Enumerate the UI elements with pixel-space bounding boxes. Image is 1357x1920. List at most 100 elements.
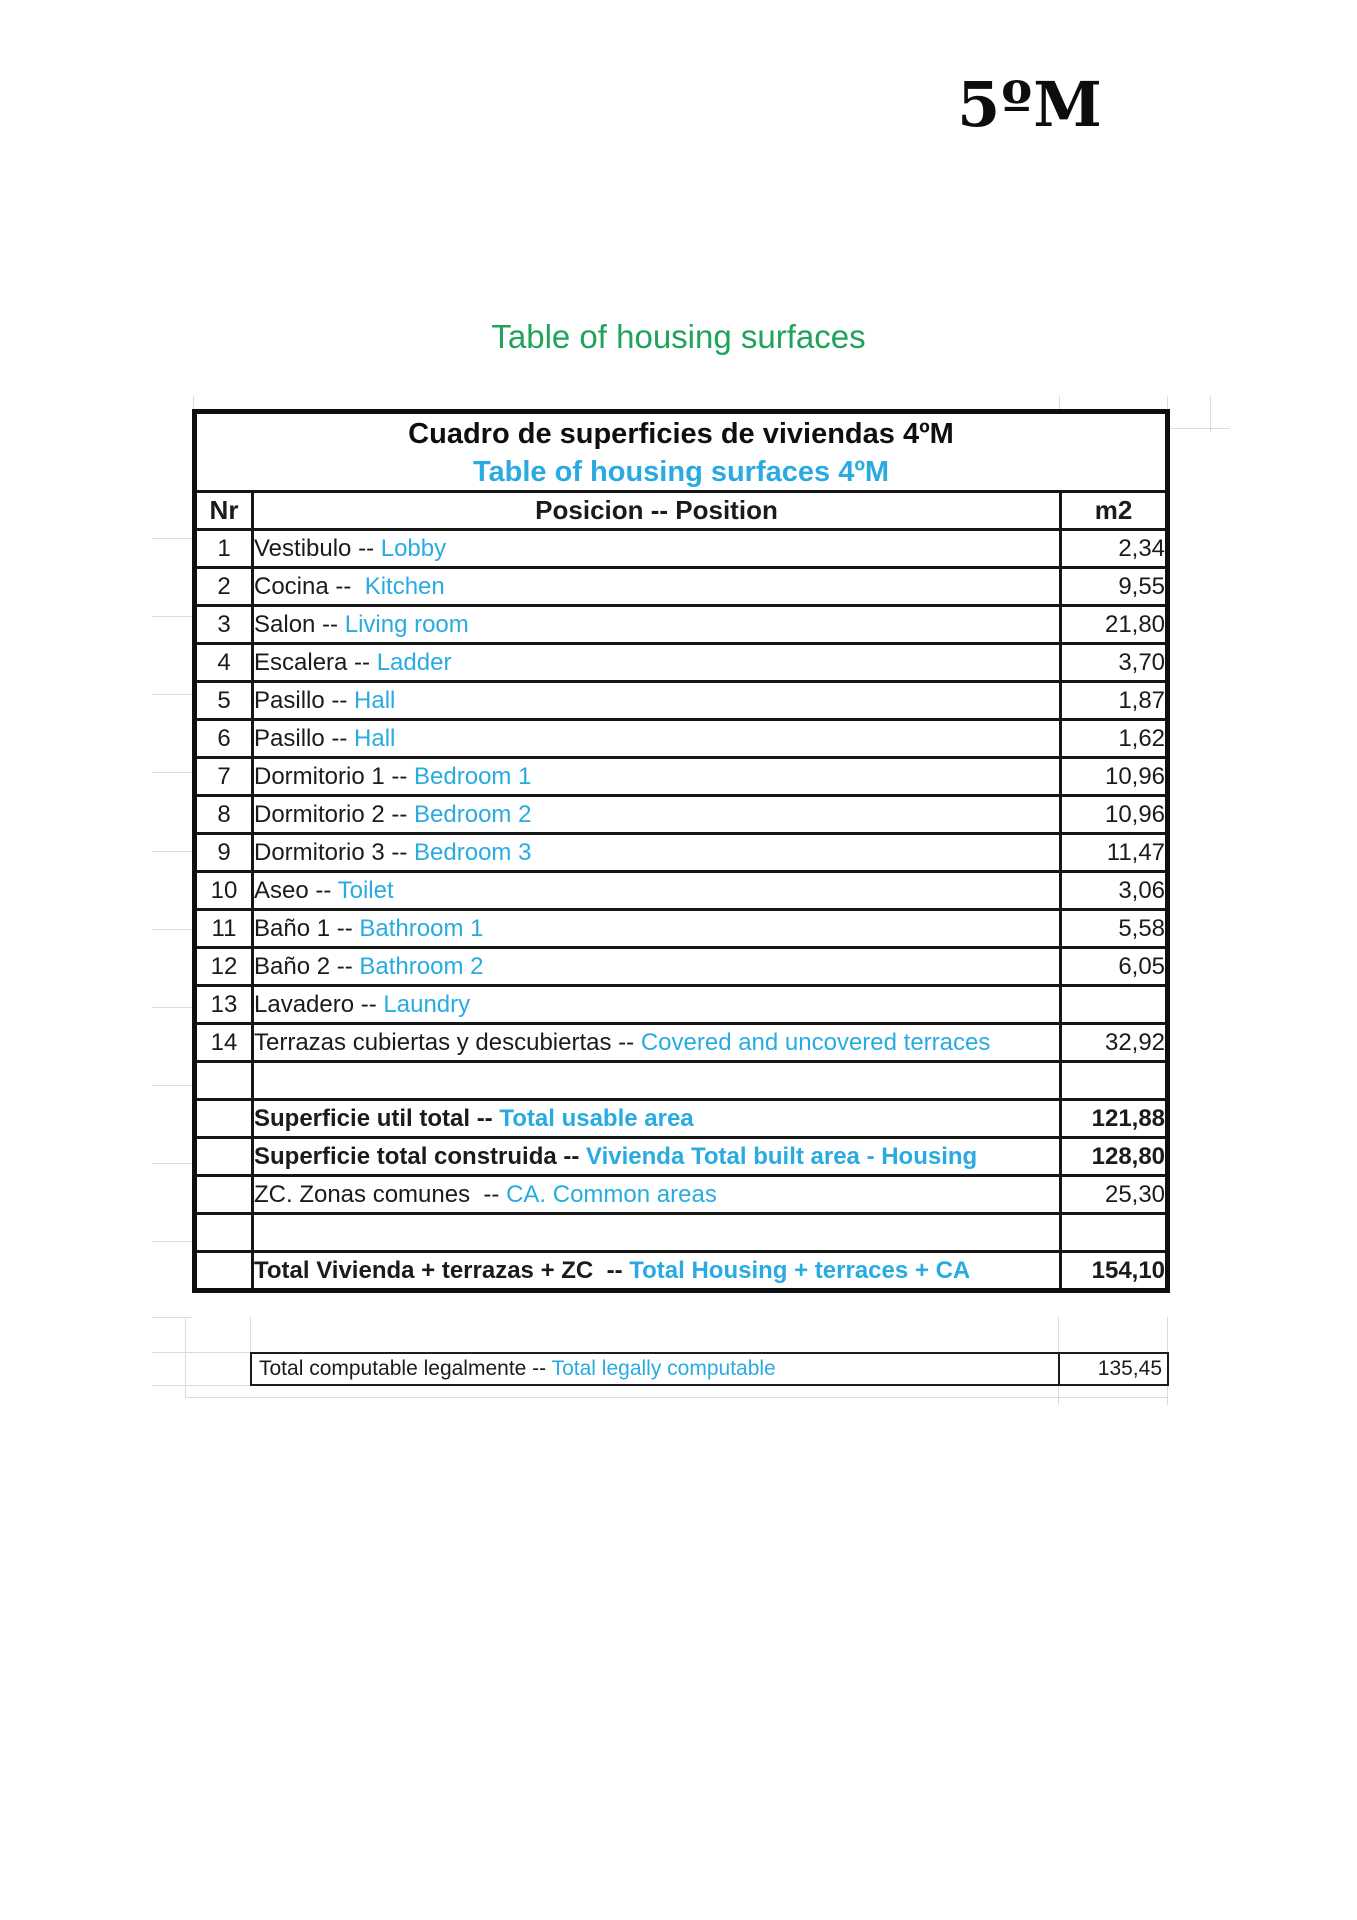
position-es: Total computable legalmente -- — [259, 1357, 547, 1380]
position-en: Lobby — [374, 535, 447, 562]
position-cell: Total Vivienda + terrazas + ZC -- Total … — [251, 1250, 1062, 1292]
position-cell: Superficie util total -- Total usable ar… — [251, 1098, 1062, 1139]
position-en: Toilet — [331, 877, 394, 904]
area-cell — [1058, 984, 1170, 1025]
table-row: 6 Pasillo -- Hall 1,62 — [193, 718, 1170, 759]
position-es: Lavadero -- — [254, 991, 377, 1018]
table-title-es: Cuadro de superficies de viviendas 4ºM — [408, 418, 954, 450]
table-row: 8 Dormitorio 2 -- Bedroom 2 10,96 — [193, 794, 1170, 835]
row-number-cell: 1 — [193, 528, 254, 569]
area-cell: 10,96 — [1058, 794, 1170, 835]
position-cell: Terrazas cubiertas y descubiertas -- Cov… — [251, 1022, 1062, 1063]
position-cell: Vestibulo -- Lobby — [251, 528, 1062, 569]
position-cell: Superficie total construida -- Vivienda … — [251, 1136, 1062, 1177]
position-cell: Cocina -- Kitchen — [251, 566, 1062, 607]
position-es: Dormitorio 2 -- — [254, 801, 408, 828]
table-row: 3 Salon -- Living room 21,80 — [193, 604, 1170, 645]
table-row: 4 Escalera -- Ladder 3,70 — [193, 642, 1170, 683]
position-cell: Dormitorio 2 -- Bedroom 2 — [251, 794, 1062, 835]
table-row: 7 Dormitorio 1 -- Bedroom 1 10,96 — [193, 756, 1170, 797]
row-number-cell: 9 — [193, 832, 254, 873]
position-es: Dormitorio 3 -- — [254, 839, 408, 866]
apartment-label: 5ºM — [957, 68, 1103, 141]
area-cell: 121,88 — [1058, 1098, 1170, 1139]
legally-computable-table: Total computable legalmente -- Total leg… — [250, 1352, 1169, 1386]
area-cell: 2,34 — [1058, 528, 1170, 569]
position-es: Superficie util total -- — [254, 1105, 493, 1132]
row-number-cell: 8 — [193, 794, 254, 835]
position-es: Superficie total construida -- — [254, 1143, 580, 1170]
area-cell: 9,55 — [1058, 566, 1170, 607]
table-row: 13 Lavadero -- Laundry — [193, 984, 1170, 1025]
position-cell: Pasillo -- Hall — [251, 680, 1062, 721]
position-cell: Pasillo -- Hall — [251, 718, 1062, 759]
row-number-cell: 10 — [193, 870, 254, 911]
area-cell: 10,96 — [1058, 756, 1170, 797]
position-es: Total Vivienda + terrazas + ZC -- — [254, 1257, 623, 1284]
row-number-cell: 6 — [193, 718, 254, 759]
position-es: Pasillo -- — [254, 725, 348, 752]
position-en: Laundry — [376, 991, 471, 1018]
empty-row — [193, 1060, 1170, 1101]
table-row: 5 Pasillo -- Hall 1,87 — [193, 680, 1170, 721]
page-title: Table of housing surfaces — [491, 318, 866, 355]
position-en: Bathroom 1 — [352, 915, 484, 942]
table-row: 14 Terrazas cubiertas y descubiertas -- C… — [193, 1022, 1170, 1063]
position-en: Bedroom 3 — [407, 839, 532, 866]
area-cell: 135,45 — [1058, 1352, 1169, 1386]
table-row: 9 Dormitorio 3 -- Bedroom 3 11,47 — [193, 832, 1170, 873]
area-cell: 128,80 — [1058, 1136, 1170, 1177]
area-cell: 25,30 — [1058, 1174, 1170, 1215]
position-es: Terrazas cubiertas y descubiertas -- — [254, 1029, 635, 1056]
position-cell: Aseo -- Toilet — [251, 870, 1062, 911]
area-cell: 5,58 — [1058, 908, 1170, 949]
position-en: Bedroom 2 — [407, 801, 532, 828]
row-number-cell: 13 — [193, 984, 254, 1025]
summary-row-built-area: Superficie total construida -- Vivienda … — [193, 1136, 1170, 1177]
row-number-cell: 5 — [193, 680, 254, 721]
table-row: 2 Cocina -- Kitchen 9,55 — [193, 566, 1170, 607]
area-cell: 3,06 — [1058, 870, 1170, 911]
position-en: Ladder — [370, 649, 452, 676]
position-cell: ZC. Zonas comunes -- CA. Common areas — [251, 1174, 1062, 1215]
area-cell: 1,87 — [1058, 680, 1170, 721]
position-en: Total legally computable — [546, 1357, 776, 1380]
position-cell: Salon -- Living room — [251, 604, 1062, 645]
position-es: Baño 1 -- — [254, 915, 353, 942]
position-en: Kitchen — [351, 573, 445, 600]
area-cell: 6,05 — [1058, 946, 1170, 987]
column-header-m2: m2 — [1058, 490, 1170, 531]
position-es: Baño 2 -- — [254, 953, 353, 980]
column-header-row: Nr Posicion -- Position m2 — [193, 490, 1170, 531]
row-number-cell: 7 — [193, 756, 254, 797]
position-en: Living room — [338, 611, 469, 638]
area-cell: 3,70 — [1058, 642, 1170, 683]
position-es: Salon -- — [254, 611, 339, 638]
position-cell: Escalera -- Ladder — [251, 642, 1062, 683]
area-cell: 21,80 — [1058, 604, 1170, 645]
position-es: Aseo -- — [254, 877, 332, 904]
empty-row — [193, 1212, 1170, 1253]
position-en: CA. Common areas — [499, 1181, 717, 1208]
table-row: 10 Aseo -- Toilet 3,06 — [193, 870, 1170, 911]
position-cell: Lavadero -- Laundry — [251, 984, 1062, 1025]
position-en: Bedroom 1 — [407, 763, 532, 790]
area-cell: 32,92 — [1058, 1022, 1170, 1063]
area-cell: 154,10 — [1058, 1250, 1170, 1292]
table-title-en: Table of housing surfaces 4ºM — [472, 456, 890, 488]
table-row: 11 Baño 1 -- Bathroom 1 5,58 — [193, 908, 1170, 949]
position-en: Total Housing + terraces + CA — [622, 1257, 971, 1284]
table-row: 12 Baño 2 -- Bathroom 2 6,05 — [193, 946, 1170, 987]
position-cell: Total computable legalmente -- Total leg… — [250, 1352, 1060, 1386]
area-cell: 1,62 — [1058, 718, 1170, 759]
position-en: Bathroom 2 — [352, 953, 484, 980]
footer-row: Total computable legalmente -- Total leg… — [250, 1352, 1169, 1386]
position-es: ZC. Zonas comunes -- — [254, 1181, 500, 1208]
row-number-cell: 14 — [193, 1022, 254, 1063]
table-row: 1 Vestibulo -- Lobby 2,34 — [193, 528, 1170, 569]
position-es: Cocina -- — [254, 573, 352, 600]
position-cell: Baño 1 -- Bathroom 1 — [251, 908, 1062, 949]
row-number-cell: 4 — [193, 642, 254, 683]
position-en: Covered and uncovered terraces — [634, 1029, 991, 1056]
